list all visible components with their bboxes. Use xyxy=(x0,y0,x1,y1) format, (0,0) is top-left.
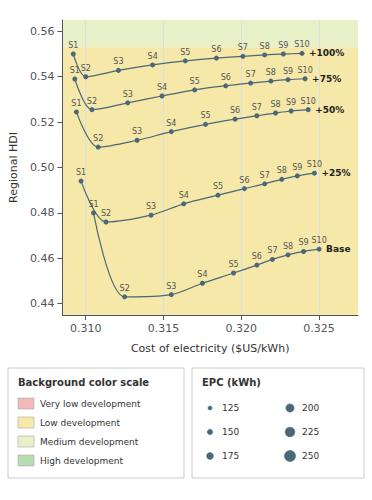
svg-text:S3: S3 xyxy=(132,127,142,136)
svg-text:S9: S9 xyxy=(298,238,308,247)
svg-text:S10: S10 xyxy=(307,160,322,169)
svg-text:S10: S10 xyxy=(297,66,312,75)
svg-text:0.44: 0.44 xyxy=(30,297,55,310)
svg-text:+100%: +100% xyxy=(309,48,344,58)
svg-text:S8: S8 xyxy=(260,42,270,51)
svg-text:S7: S7 xyxy=(246,70,256,79)
svg-text:S3: S3 xyxy=(113,57,123,66)
svg-text:S2: S2 xyxy=(87,97,97,106)
svg-text:S6: S6 xyxy=(211,45,221,54)
svg-text:0.315: 0.315 xyxy=(148,322,180,335)
svg-text:S7: S7 xyxy=(252,103,262,112)
svg-text:S8: S8 xyxy=(270,100,280,109)
svg-text:S4: S4 xyxy=(166,119,176,128)
svg-text:S1: S1 xyxy=(88,200,98,209)
svg-text:S9: S9 xyxy=(286,98,296,107)
svg-text:S10: S10 xyxy=(301,97,316,106)
svg-text:S3: S3 xyxy=(166,282,176,291)
svg-text:S2: S2 xyxy=(120,284,130,293)
svg-text:125: 125 xyxy=(222,403,239,413)
svg-text:EPC (kWh): EPC (kWh) xyxy=(202,377,261,388)
svg-text:0.52: 0.52 xyxy=(30,116,55,129)
svg-text:0.54: 0.54 xyxy=(30,70,55,83)
svg-text:S7: S7 xyxy=(238,43,248,52)
svg-text:S2: S2 xyxy=(93,134,103,143)
svg-text:S2: S2 xyxy=(81,64,91,73)
svg-text:S10: S10 xyxy=(294,40,309,49)
svg-text:0.325: 0.325 xyxy=(303,322,335,335)
svg-text:S7: S7 xyxy=(260,171,270,180)
svg-text:Cost of electricity ($US/kWh): Cost of electricity ($US/kWh) xyxy=(131,342,290,355)
svg-text:S5: S5 xyxy=(213,182,223,191)
svg-text:S9: S9 xyxy=(283,67,293,76)
svg-text:S6: S6 xyxy=(230,106,240,115)
svg-text:0.56: 0.56 xyxy=(30,25,55,38)
svg-text:S1: S1 xyxy=(71,99,81,108)
svg-text:S6: S6 xyxy=(252,252,262,261)
svg-text:S10: S10 xyxy=(311,236,326,245)
svg-text:Background color scale: Background color scale xyxy=(18,377,149,388)
svg-text:S8: S8 xyxy=(266,68,276,77)
svg-text:S1: S1 xyxy=(76,168,86,177)
svg-text:S5: S5 xyxy=(228,260,238,269)
svg-text:S7: S7 xyxy=(267,246,277,255)
svg-text:S3: S3 xyxy=(146,202,156,211)
svg-text:+50%: +50% xyxy=(315,105,344,115)
svg-text:225: 225 xyxy=(302,427,319,437)
svg-text:S4: S4 xyxy=(148,52,158,61)
svg-text:250: 250 xyxy=(302,451,319,461)
svg-text:0.320: 0.320 xyxy=(226,322,257,335)
svg-text:S2: S2 xyxy=(101,209,111,218)
svg-text:0.50: 0.50 xyxy=(30,161,55,174)
svg-text:S5: S5 xyxy=(200,111,210,120)
svg-text:0.48: 0.48 xyxy=(30,206,55,219)
svg-text:S8: S8 xyxy=(283,242,293,251)
svg-text:S9: S9 xyxy=(278,41,288,50)
svg-text:S8: S8 xyxy=(277,166,287,175)
svg-text:Low development: Low development xyxy=(40,418,120,428)
svg-text:S5: S5 xyxy=(190,77,200,86)
svg-text:S1: S1 xyxy=(70,66,80,75)
svg-text:+25%: +25% xyxy=(321,168,350,178)
svg-text:150: 150 xyxy=(222,427,239,437)
svg-text:S3: S3 xyxy=(123,90,133,99)
svg-text:S5: S5 xyxy=(180,48,190,57)
svg-text:200: 200 xyxy=(302,403,319,413)
svg-text:S4: S4 xyxy=(157,83,167,92)
svg-text:S6: S6 xyxy=(239,176,249,185)
svg-text:0.46: 0.46 xyxy=(30,252,55,265)
svg-text:S4: S4 xyxy=(197,270,207,279)
svg-text:Very low development: Very low development xyxy=(40,399,141,409)
svg-text:Base: Base xyxy=(326,244,350,254)
svg-text:S4: S4 xyxy=(179,191,189,200)
svg-text:0.310: 0.310 xyxy=(70,322,102,335)
svg-text:S1: S1 xyxy=(68,41,78,50)
svg-text:175: 175 xyxy=(222,451,239,461)
svg-text:S6: S6 xyxy=(221,73,231,82)
svg-text:Medium development: Medium development xyxy=(40,437,139,447)
svg-text:High development: High development xyxy=(40,456,123,466)
svg-text:Regional HDI: Regional HDI xyxy=(7,132,20,203)
svg-text:+75%: +75% xyxy=(312,74,341,84)
svg-text:S9: S9 xyxy=(292,163,302,172)
